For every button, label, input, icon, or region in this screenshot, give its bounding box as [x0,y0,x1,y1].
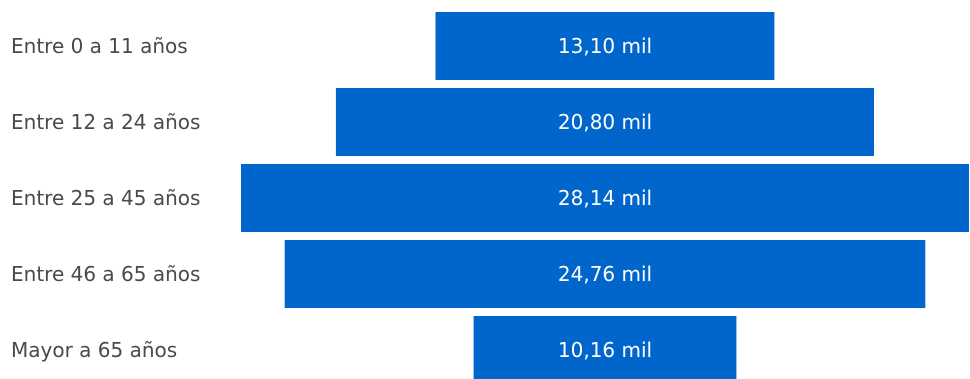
bar-value-label: 28,14 mil [558,186,652,210]
category-label: Entre 46 a 65 años [11,262,200,286]
category-label: Entre 0 a 11 años [11,34,188,58]
bar-value-label: 20,80 mil [558,110,652,134]
funnel-bar[interactable] [335,88,874,156]
category-label: Entre 12 a 24 años [11,110,200,134]
funnel-bar[interactable] [241,164,969,232]
funnel-bar[interactable] [284,240,926,308]
funnel-bar[interactable] [473,316,737,379]
funnel-bar[interactable] [435,12,775,80]
category-label: Mayor a 65 años [11,338,177,362]
category-label: Entre 25 a 45 años [11,186,200,210]
bar-value-label: 10,16 mil [558,338,652,362]
bar-value-label: 13,10 mil [558,34,652,58]
bar-value-label: 24,76 mil [558,262,652,286]
